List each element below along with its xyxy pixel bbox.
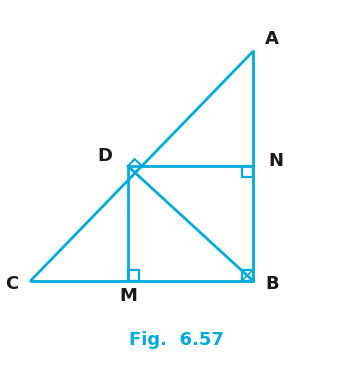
Text: C: C <box>5 275 18 293</box>
Text: N: N <box>268 152 283 170</box>
Text: B: B <box>265 275 279 293</box>
Text: A: A <box>265 30 279 48</box>
Bar <box>128 270 139 281</box>
Bar <box>242 270 253 281</box>
Bar <box>242 166 253 177</box>
Text: D: D <box>98 147 113 165</box>
Text: M: M <box>119 287 137 305</box>
Text: Fig.  6.57: Fig. 6.57 <box>129 331 224 349</box>
